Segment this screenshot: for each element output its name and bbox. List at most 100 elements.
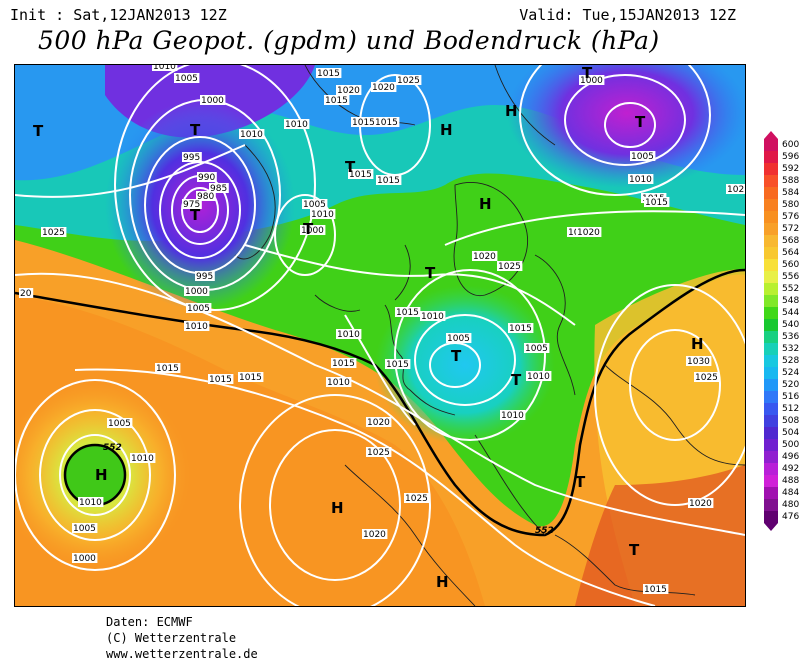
isobar-label: 1010 (500, 410, 526, 421)
isobar-label: 1005 (186, 303, 212, 314)
low-pressure-marker: T (190, 206, 201, 224)
isobar-label: 1010 (628, 174, 654, 185)
legend-level-label: 552 (782, 284, 800, 294)
svg-text:1015: 1015 (375, 118, 398, 128)
legend-level-label: 520 (782, 380, 800, 390)
high-pressure-marker: H (331, 499, 344, 517)
low-pressure-marker: T (345, 158, 356, 176)
isobar-label: 1025 (396, 75, 422, 86)
legend-level-label: 492 (782, 464, 800, 474)
credits: Daten: ECMWF (C) Wetterzentrale www.wett… (106, 614, 258, 662)
isobar-label: 1000 (300, 225, 326, 236)
low-pressure-marker: T (33, 122, 44, 140)
legend-swatch (764, 307, 778, 319)
isobar-label: 1015 (374, 117, 400, 128)
svg-text:1025: 1025 (397, 76, 420, 86)
isobar-label: 1015 (155, 363, 181, 374)
isobar-label: 985 (209, 183, 229, 194)
isobar-label: 20 (19, 288, 34, 299)
legend-swatch (764, 499, 778, 511)
legend-swatch (764, 139, 778, 151)
svg-text:1020: 1020 (577, 228, 600, 238)
svg-text:975: 975 (183, 200, 200, 210)
svg-text:1015: 1015 (645, 198, 668, 208)
weather-map: 1010 1005 1000 995 990 985 980 975 995 1000 1005 10… (14, 64, 746, 607)
legend-swatch (764, 343, 778, 355)
low-pressure-marker: T (511, 371, 522, 389)
isobar-label: 1015 (376, 175, 402, 186)
high-pressure-marker: H (436, 573, 449, 591)
svg-text:1015: 1015 (644, 585, 667, 595)
legend-swatch (764, 451, 778, 463)
svg-text:1015: 1015 (325, 96, 348, 106)
isobar-label: 1010 (130, 453, 156, 464)
svg-text:1010: 1010 (327, 378, 350, 388)
legend-level-label: 532 (782, 344, 800, 354)
svg-text:1010: 1010 (240, 130, 263, 140)
svg-text:1005: 1005 (187, 304, 210, 314)
svg-text:1015: 1015 (332, 359, 355, 369)
isobar-label: 1020 (576, 227, 602, 238)
legend-swatch (764, 415, 778, 427)
legend-level-label: 596 (782, 152, 800, 162)
legend-swatch (764, 391, 778, 403)
isobar-label: 1010 (526, 371, 552, 382)
isobar-label: 1020 (366, 417, 392, 428)
low-pressure-marker: T (190, 121, 201, 139)
svg-text:985: 985 (210, 184, 227, 194)
svg-text:995: 995 (183, 153, 200, 163)
svg-text:1015: 1015 (317, 69, 340, 79)
isobar-label: 1020 (371, 82, 397, 93)
isobar-label: 1025 (497, 261, 523, 272)
isobar-label: 1010 (420, 311, 446, 322)
low-pressure-marker: T (629, 541, 640, 559)
svg-text:1010: 1010 (79, 498, 102, 508)
svg-text:1015: 1015 (377, 176, 400, 186)
svg-text:1025: 1025 (498, 262, 521, 272)
legend-level-label: 592 (782, 164, 800, 174)
svg-text:102: 102 (727, 185, 744, 195)
isobar-label: 1000 (579, 75, 605, 86)
svg-text:1010: 1010 (311, 210, 334, 220)
legend-swatch (764, 319, 778, 331)
isobar-label: 1015 (238, 372, 264, 383)
svg-text:1025: 1025 (367, 448, 390, 458)
low-pressure-marker: T (582, 65, 593, 82)
isobar-label: 995 (195, 271, 215, 282)
isobar-label: 1025 (366, 447, 392, 458)
svg-text:1005: 1005 (447, 334, 470, 344)
legend-swatch (764, 175, 778, 187)
legend-level-label: 588 (782, 176, 800, 186)
legend-swatch (764, 439, 778, 451)
legend-swatch (764, 187, 778, 199)
legend-level-label: 540 (782, 320, 800, 330)
svg-text:1005: 1005 (525, 344, 548, 354)
svg-text:1010: 1010 (421, 312, 444, 322)
legend-swatch (764, 403, 778, 415)
svg-text:1020: 1020 (372, 83, 395, 93)
legend-swatch (764, 199, 778, 211)
labels-layer: 1010100510009959909859809759951000100510… (19, 65, 745, 595)
legend-swatch (764, 211, 778, 223)
isobar-label: 990 (197, 172, 217, 183)
legend-level-label: 484 (782, 488, 800, 498)
svg-text:1015: 1015 (349, 170, 372, 180)
isobar-label: 1010 (239, 129, 265, 140)
svg-text:1025: 1025 (405, 494, 428, 504)
legend-swatch (764, 379, 778, 391)
legend-swatch (764, 511, 778, 523)
isobar-label: 1020 (472, 251, 498, 262)
svg-text:1005: 1005 (108, 419, 131, 429)
legend-level-label: 600 (782, 140, 800, 150)
svg-text:1010: 1010 (501, 411, 524, 421)
map-svg: 1010100510009959909859809759951000100510… (15, 65, 745, 606)
high-pressure-marker: H (95, 466, 108, 484)
legend-level-label: 536 (782, 332, 800, 342)
svg-text:1000: 1000 (73, 554, 96, 564)
isobar-label: 1015 (316, 68, 342, 79)
low-pressure-marker: T (425, 264, 436, 282)
svg-text:1015: 1015 (386, 360, 409, 370)
credit-website[interactable]: www.wetterzentrale.de (106, 647, 258, 661)
isobar-label: 1030 (686, 356, 712, 367)
isobar-label: 1020 (688, 498, 714, 509)
